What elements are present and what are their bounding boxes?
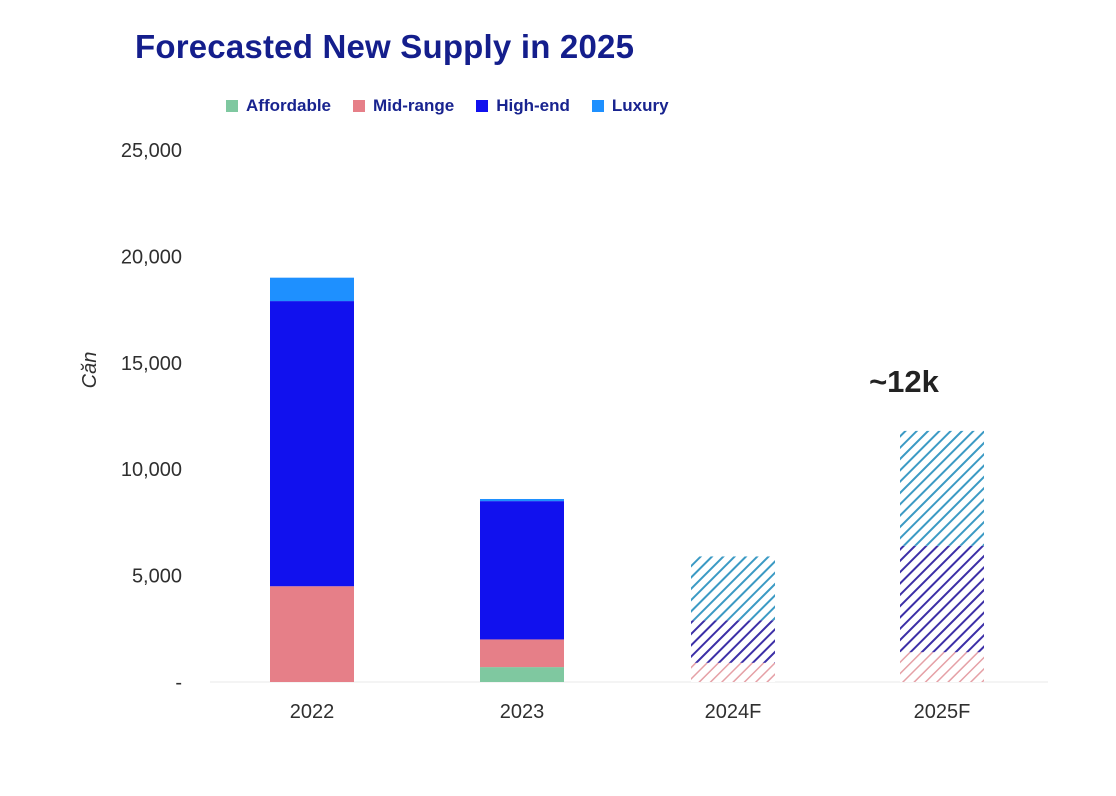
- bar-segment-2025f-mid-range: [900, 652, 984, 682]
- x-tick-label: 2024F: [705, 701, 762, 723]
- chart-title: Forecasted New Supply in 2025: [135, 28, 635, 65]
- bar-segment-2022-high-end: [270, 301, 354, 587]
- x-tick-label: 2023: [500, 701, 545, 723]
- legend-label: Luxury: [611, 96, 669, 115]
- y-tick-label: 15,000: [121, 353, 182, 375]
- legend-label: Affordable: [246, 96, 331, 115]
- x-tick-label: 2025F: [914, 701, 971, 723]
- bar-segment-2024f-mid-range: [691, 662, 775, 682]
- y-axis-label: Căn: [79, 352, 101, 389]
- legend-label: Mid-range: [373, 96, 455, 115]
- legend-label: High-end: [496, 96, 570, 115]
- y-tick-label: -: [175, 672, 182, 694]
- legend-item-affordable: Affordable: [226, 96, 331, 116]
- bar-segment-2022-mid-range: [270, 586, 354, 682]
- bar-segment-2024f-luxury: [691, 556, 775, 621]
- legend-swatch: [226, 100, 238, 112]
- y-tick-label: 5,000: [132, 566, 182, 588]
- bar-segment-2024f-high-end: [691, 620, 775, 663]
- annotation-2025f-total: ~12k: [869, 364, 940, 399]
- legend: Affordable Mid-range High-end Luxury: [226, 96, 669, 116]
- legend-item-mid-range: Mid-range: [353, 96, 454, 116]
- bar-segment-2023-mid-range: [480, 639, 564, 668]
- y-tick-label: 20,000: [121, 246, 182, 268]
- legend-item-high-end: High-end: [476, 96, 570, 116]
- legend-item-luxury: Luxury: [591, 96, 669, 116]
- bar-segment-2023-high-end: [480, 501, 564, 640]
- legend-swatch: [476, 100, 489, 112]
- y-tick-label: 10,000: [121, 459, 182, 481]
- bar-segment-2023-luxury: [480, 498, 564, 502]
- x-tick-label: 2022: [290, 701, 335, 723]
- bar-segment-2023-affordable: [480, 667, 564, 682]
- legend-swatch: [591, 100, 604, 112]
- legend-swatch: [353, 100, 365, 112]
- bar-segment-2025f-high-end: [900, 545, 984, 653]
- bar-segment-2022-luxury: [270, 277, 354, 302]
- y-tick-label: 25,000: [121, 140, 182, 162]
- bar-segment-2025f-luxury: [900, 430, 984, 546]
